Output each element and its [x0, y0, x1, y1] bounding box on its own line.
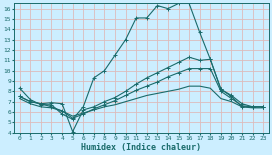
X-axis label: Humidex (Indice chaleur): Humidex (Indice chaleur): [82, 143, 202, 152]
